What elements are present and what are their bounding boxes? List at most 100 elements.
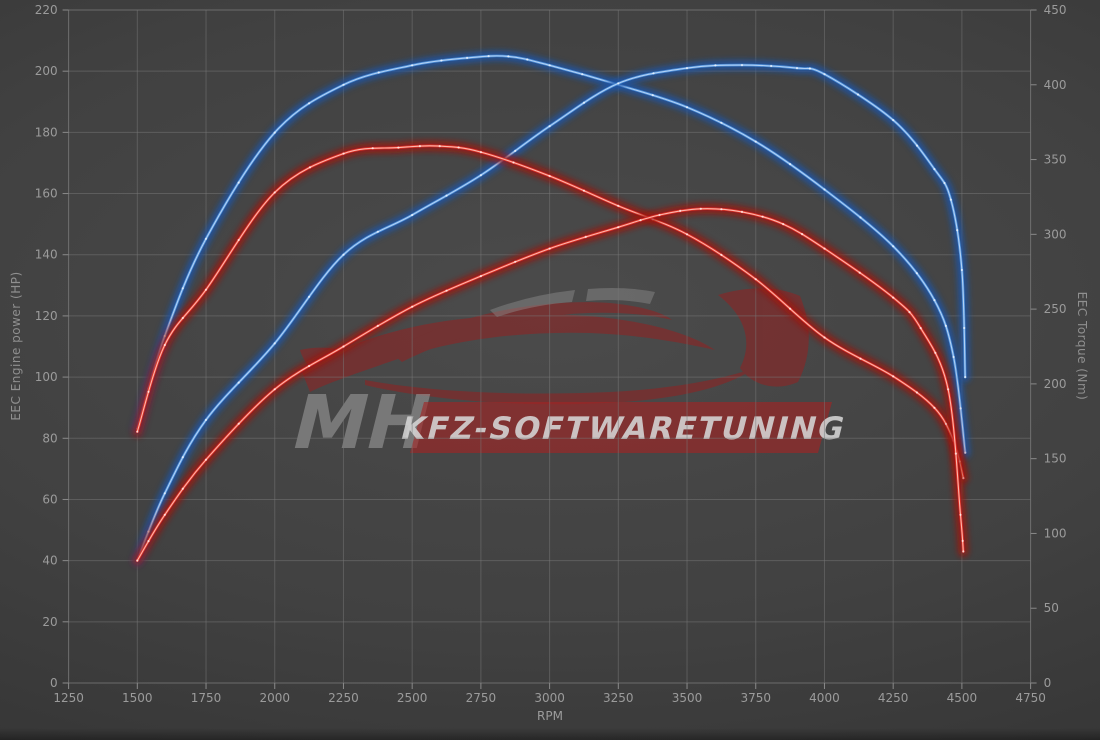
bottom-tick-label: 3000 (534, 691, 565, 705)
data-point-marker (308, 102, 311, 105)
series-tuned-power-curve (130, 58, 972, 568)
watermark-roof-swoosh (490, 288, 655, 317)
data-point-marker (823, 73, 826, 76)
data-point-marker (639, 219, 642, 222)
data-point-marker (581, 73, 584, 76)
data-point-marker (685, 106, 689, 109)
bottom-tick-label: 4250 (878, 691, 909, 705)
watermark-banner (410, 402, 832, 453)
data-point-marker (548, 64, 551, 67)
data-point-marker (933, 299, 936, 302)
right-tick-label: 250 (1044, 302, 1067, 316)
data-point-marker (440, 59, 443, 62)
data-point-marker (308, 364, 311, 368)
data-point-marker (411, 64, 414, 67)
data-point-marker (526, 58, 529, 61)
data-point-marker (685, 67, 689, 70)
data-point-marker (740, 64, 744, 67)
data-point-marker (457, 146, 460, 149)
left-tick-label: 80 (42, 431, 57, 445)
data-point-marker (342, 152, 345, 155)
right-axis-title: EEC Torque (Nm) (1075, 292, 1089, 401)
data-point-marker (418, 145, 421, 148)
data-point-marker (961, 539, 964, 543)
data-point-marker (147, 390, 150, 393)
right-tick-label: 200 (1044, 377, 1067, 391)
data-point-marker (908, 311, 911, 314)
left-tick-label: 140 (35, 248, 58, 262)
data-point-marker (685, 233, 689, 236)
data-point-marker (376, 230, 379, 233)
data-point-marker (479, 174, 482, 177)
data-point-marker (514, 260, 517, 263)
curve-glow (133, 205, 967, 565)
data-point-marker (237, 238, 240, 242)
data-point-marker (856, 93, 860, 96)
data-point-marker (823, 336, 826, 339)
data-point-marker (934, 351, 937, 354)
data-point-marker (808, 67, 812, 70)
right-tick-label: 350 (1044, 153, 1067, 167)
left-tick-label: 160 (35, 187, 58, 201)
data-point-marker (770, 64, 773, 68)
right-tick-label: 400 (1044, 78, 1067, 92)
data-point-marker (548, 174, 551, 178)
curve-point-markers (136, 207, 965, 562)
left-axis-title: EEC Engine power (HP) (9, 271, 23, 420)
data-point-marker (487, 55, 490, 58)
data-point-marker (371, 147, 374, 150)
data-point-marker (720, 253, 723, 256)
left-tick-label: 20 (42, 615, 57, 629)
data-point-marker (740, 210, 744, 213)
left-tick-label: 40 (42, 554, 57, 568)
data-point-marker (859, 357, 862, 360)
data-point-marker (714, 64, 717, 67)
data-point-marker (237, 181, 240, 184)
right-tick-label: 150 (1044, 452, 1067, 466)
data-point-marker (964, 451, 967, 454)
data-point-marker (959, 513, 962, 516)
data-point-marker (136, 430, 139, 433)
data-point-marker (273, 342, 276, 345)
left-tick-label: 220 (35, 3, 58, 17)
data-point-marker (181, 487, 184, 490)
data-point-marker (892, 375, 895, 378)
data-point-marker (237, 381, 240, 384)
right-tick-label: 50 (1044, 601, 1059, 615)
data-point-marker (445, 194, 448, 197)
data-point-marker (479, 151, 482, 154)
data-point-marker (892, 119, 895, 122)
data-point-marker (181, 456, 184, 459)
data-point-marker (754, 278, 757, 281)
data-point-marker (944, 324, 948, 327)
left-tick-label: 0 (50, 676, 58, 690)
data-point-marker (858, 271, 861, 274)
data-point-marker (582, 189, 586, 192)
data-point-marker (754, 140, 757, 143)
data-point-marker (795, 67, 799, 70)
left-tick-label: 100 (35, 370, 58, 384)
left-tick-label: 60 (42, 492, 57, 506)
data-point-marker (237, 422, 240, 425)
data-point-marker (943, 181, 946, 185)
right-tick-label: 450 (1044, 3, 1067, 17)
series-tuned-torque-curve (130, 49, 972, 460)
bottom-tick-label: 4750 (1015, 691, 1046, 705)
data-point-marker (617, 226, 620, 229)
data-point-marker (181, 316, 184, 320)
data-point-marker (892, 296, 895, 299)
data-point-marker (949, 198, 953, 201)
data-point-marker (823, 247, 826, 250)
data-point-marker (376, 324, 379, 327)
data-point-marker (962, 550, 965, 553)
watermark-banner-text: KFZ-SOFTWARETUNING (397, 411, 850, 446)
data-point-marker (273, 131, 276, 134)
data-point-marker (466, 56, 469, 60)
data-point-marker (181, 287, 184, 290)
data-point-marker (859, 216, 862, 219)
x-axis-title: RPM (537, 709, 563, 723)
data-point-marker (789, 163, 792, 166)
data-point-marker (273, 191, 276, 194)
left-tick-label: 180 (35, 125, 58, 139)
